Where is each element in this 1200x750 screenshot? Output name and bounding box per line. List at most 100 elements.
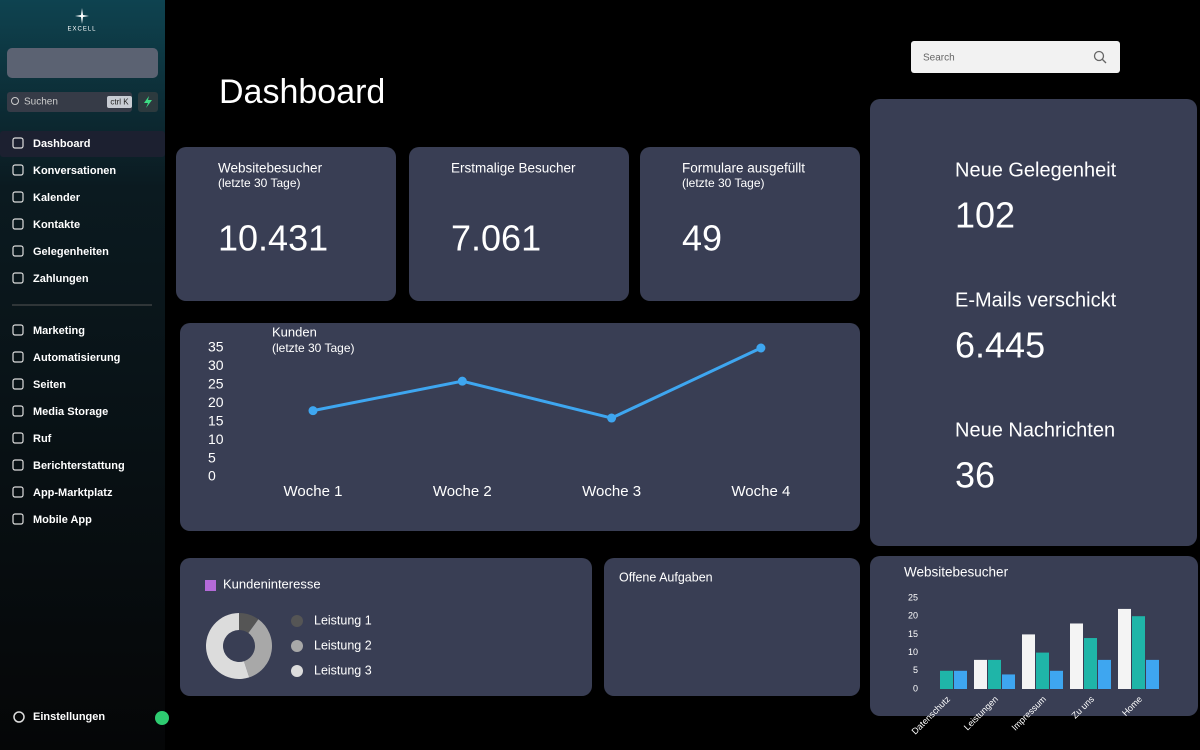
point <box>756 343 766 353</box>
search-box[interactable] <box>911 41 1120 73</box>
sidebar-search[interactable] <box>7 92 132 112</box>
pie-slice <box>239 613 259 634</box>
nav-item[interactable]: Einstellungen <box>33 711 105 723</box>
stat-value: 10.431 <box>218 218 328 259</box>
bar <box>1118 608 1131 689</box>
y-tick-label: 10 <box>908 647 918 657</box>
chart-subtitle: (letzte 30 Tage) <box>272 341 355 355</box>
y-tick-label: 20 <box>208 394 224 410</box>
nav-icon <box>12 218 24 230</box>
y-tick-label: 5 <box>208 449 216 465</box>
y-tick-label: 25 <box>208 376 224 392</box>
nav-item[interactable]: App-Marktplatz <box>33 487 113 499</box>
x-tick-label: Woche 1 <box>284 483 343 500</box>
bar <box>940 670 953 689</box>
bar <box>1050 670 1063 689</box>
bar <box>1084 638 1097 689</box>
page-title: Dashboard <box>219 73 385 111</box>
shortcut: ctrl K <box>110 98 129 107</box>
search-icon <box>1101 58 1107 64</box>
stat-label: Erstmalige Besucher <box>451 161 576 176</box>
nav-icon <box>12 137 24 149</box>
nav-item[interactable]: Gelegenheiten <box>33 246 109 258</box>
shortcut-key <box>107 96 132 108</box>
nav-item[interactable]: Mobile App <box>33 514 92 526</box>
nav-active <box>0 131 165 157</box>
x-tick-label: Woche 2 <box>433 483 492 500</box>
nav-item[interactable]: Kontakte <box>33 219 80 231</box>
stat-sublabel: (letzte 30 Tage) <box>682 176 765 190</box>
legend-label: Leistung 2 <box>314 638 372 652</box>
x-tick-label: Woche 4 <box>731 483 790 500</box>
search-placeholder: Search <box>923 53 955 64</box>
sidebar <box>0 0 165 750</box>
card-title: Offene Aufgaben <box>619 570 713 584</box>
nav-icon <box>12 486 24 498</box>
nav-item[interactable]: Media Storage <box>33 406 108 418</box>
y-tick-label: 20 <box>908 611 918 621</box>
nav-item[interactable]: Zahlungen <box>33 273 89 285</box>
y-tick-label: 10 <box>208 431 224 447</box>
stat-card <box>409 147 629 301</box>
nav-item[interactable]: Dashboard <box>33 138 90 150</box>
pie-slice <box>206 613 250 679</box>
summary-value: 6.445 <box>955 325 1045 366</box>
bar <box>974 659 987 689</box>
logo-star <box>75 8 89 24</box>
y-tick-label: 35 <box>208 339 224 355</box>
point <box>457 376 467 386</box>
chart-title: Websitebesucher <box>904 565 1009 580</box>
chart-title: Kunden <box>272 324 317 339</box>
line <box>312 346 762 420</box>
bar <box>1002 674 1015 689</box>
nav-item[interactable]: Ruf <box>33 433 52 445</box>
stat-sublabel: (letzte 30 Tage) <box>218 176 301 190</box>
legend-dot <box>291 640 303 652</box>
summary-value: 36 <box>955 455 995 496</box>
bar <box>988 659 1001 689</box>
stat-card <box>640 147 860 301</box>
nav-item[interactable]: Automatisierung <box>33 352 120 364</box>
nav-icon <box>12 324 24 336</box>
nav-icon <box>12 245 24 257</box>
y-tick-label: 0 <box>913 683 918 693</box>
nav-icon <box>12 272 24 284</box>
nav-icon <box>12 351 24 363</box>
chart-title: Kundeninteresse <box>223 576 321 591</box>
pie-slice <box>243 619 273 678</box>
account-switcher[interactable] <box>7 48 158 78</box>
nav-icon <box>12 164 24 176</box>
tasks-card <box>604 558 860 696</box>
y-tick-label: 15 <box>208 412 224 428</box>
stat-label: Formulare ausgefüllt <box>682 161 805 176</box>
nav-item[interactable]: Marketing <box>33 325 85 337</box>
search-icon <box>1093 50 1105 62</box>
point <box>607 413 617 423</box>
nav-item[interactable]: Kalender <box>33 192 81 204</box>
title-icon <box>205 580 216 591</box>
y-tick-label: 15 <box>908 629 918 639</box>
nav-item[interactable]: Berichterstattung <box>33 460 125 472</box>
summary-card <box>870 99 1197 546</box>
legend-label: Leistung 1 <box>314 613 372 627</box>
bar <box>1022 634 1035 689</box>
point <box>308 406 318 416</box>
nav-item[interactable]: Konversationen <box>33 165 116 177</box>
nav-icon <box>12 513 24 525</box>
settings-icon <box>13 711 25 723</box>
bar <box>1070 623 1083 689</box>
nav-icon <box>12 459 24 471</box>
summary-label: Neue Gelegenheit <box>955 159 1117 181</box>
stat-value: 7.061 <box>451 218 541 259</box>
summary-label: Neue Nachrichten <box>955 419 1115 441</box>
line-chart-card <box>180 323 860 531</box>
nav-icon <box>12 405 24 417</box>
collapse-button[interactable] <box>155 711 169 725</box>
legend-dot <box>291 615 303 627</box>
nav-item[interactable]: Seiten <box>33 379 66 391</box>
bolt-icon <box>144 96 152 108</box>
bar <box>1098 659 1111 689</box>
nav-icon <box>12 378 24 390</box>
summary-value: 102 <box>955 195 1015 236</box>
